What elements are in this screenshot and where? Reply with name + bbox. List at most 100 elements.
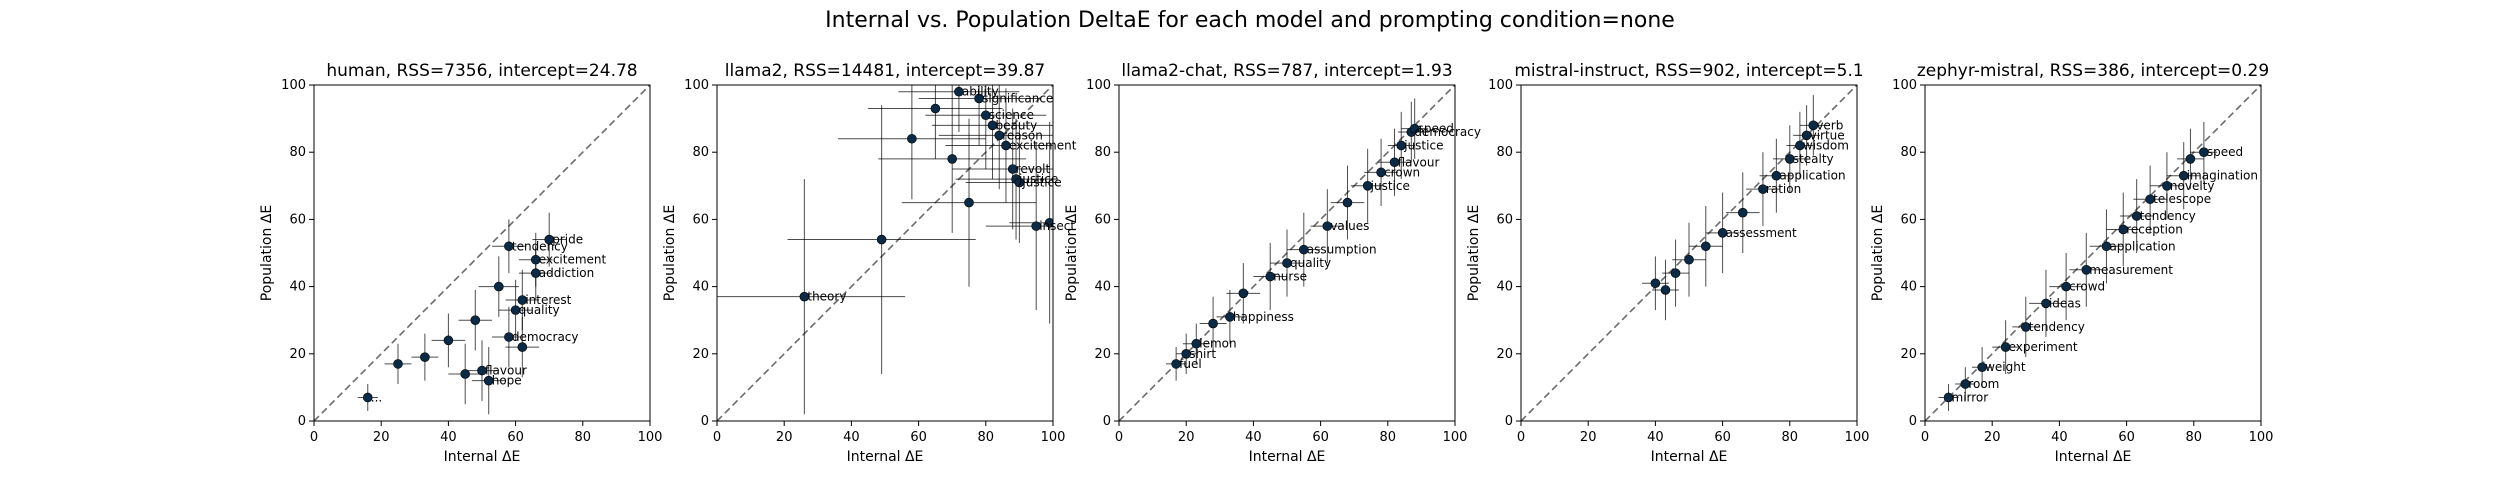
plot-area xyxy=(717,85,1053,421)
data-point xyxy=(2118,224,2129,235)
data-point xyxy=(1650,278,1661,289)
y-axis-label: Population ΔE xyxy=(1064,205,1080,301)
x-axis-label: Internal ΔE xyxy=(444,449,521,465)
data-point xyxy=(1801,130,1812,141)
data-point xyxy=(1208,318,1218,329)
point-label: tendency xyxy=(2029,320,2085,334)
point-label: room xyxy=(1968,377,1999,391)
point-label: science xyxy=(989,108,1034,122)
y-axis-label: Population ΔE xyxy=(662,205,678,301)
plot-area xyxy=(314,85,650,421)
data-point xyxy=(504,241,514,252)
point-label: theory xyxy=(807,290,846,304)
y-tick-label: 0 xyxy=(298,414,306,429)
panel-title: zephyr-mistral, RSS=386, intercept=0.29 xyxy=(1917,61,2269,81)
data-point xyxy=(1191,338,1202,349)
point-label: addiction xyxy=(539,266,595,280)
y-tick-label: 80 xyxy=(1496,145,1513,160)
data-point xyxy=(477,365,487,376)
data-point xyxy=(947,154,958,164)
data-point xyxy=(1795,140,1805,151)
axes-frame xyxy=(716,84,1054,422)
x-tick-label: 0 xyxy=(310,430,318,445)
y-tick-label: 100 xyxy=(1488,78,1513,93)
figure-title: Internal vs. Population DeltaE for each … xyxy=(825,8,1675,33)
point-label: crown xyxy=(1384,165,1420,179)
point-label: justice xyxy=(1370,179,1410,193)
y-axis-label: Population ΔE xyxy=(1466,205,1482,301)
x-tick-label: 0 xyxy=(1517,430,1525,445)
x-tick-label: 0 xyxy=(1921,430,1929,445)
data-point xyxy=(2199,147,2209,157)
data-point xyxy=(1376,167,1386,178)
x-tick-label: 20 xyxy=(1580,430,1597,445)
y-tick-label: 40 xyxy=(289,280,306,295)
data-point xyxy=(876,234,887,245)
x-tick-label: 60 xyxy=(2118,430,2135,445)
point-label: application xyxy=(1779,169,1845,183)
point-label: application xyxy=(2109,239,2175,253)
plot-area xyxy=(1521,85,1857,421)
y-tick-label: 100 xyxy=(684,78,709,93)
point-label: excitement xyxy=(1009,138,1077,152)
x-tick-label: 60 xyxy=(910,430,927,445)
y-axis-label: Population ΔE xyxy=(259,205,275,301)
point-label: ideas xyxy=(2049,296,2081,310)
point-label: flavour xyxy=(485,364,527,378)
data-point xyxy=(954,86,964,97)
data-point xyxy=(1389,157,1400,168)
y-tick-label: 0 xyxy=(1103,414,1111,429)
data-point xyxy=(2021,322,2031,332)
data-point xyxy=(1238,288,1249,299)
data-point xyxy=(930,103,941,114)
x-tick-label: 20 xyxy=(1178,430,1195,445)
data-point xyxy=(1701,241,1711,252)
point-label: quality xyxy=(1290,256,1331,270)
y-tick-label: 60 xyxy=(289,212,306,227)
data-point xyxy=(1044,217,1053,228)
data-point xyxy=(530,254,541,265)
data-point xyxy=(517,295,528,305)
data-point xyxy=(1737,207,1748,218)
point-label: hope xyxy=(492,374,522,388)
point-label: democracy xyxy=(1414,125,1481,139)
data-point xyxy=(510,305,521,315)
data-point xyxy=(2145,194,2155,205)
y-tick-label: 80 xyxy=(289,145,306,160)
point-label: novelty xyxy=(2170,179,2215,193)
x-tick-label: 20 xyxy=(1984,430,2001,445)
panel-title: llama2-chat, RSS=787, intercept=1.93 xyxy=(1121,61,1452,81)
point-label: ... xyxy=(371,390,382,404)
data-point xyxy=(1717,228,1728,238)
point-label: assessment xyxy=(1726,226,1797,240)
data-point xyxy=(1265,271,1275,282)
x-tick-label: 40 xyxy=(1647,430,1664,445)
x-tick-label: 100 xyxy=(638,430,663,445)
y-tick-label: 40 xyxy=(1496,280,1513,295)
data-point xyxy=(2041,298,2051,309)
data-point xyxy=(2178,170,2189,181)
point-label: flavour xyxy=(1398,155,1440,169)
x-tick-label: 80 xyxy=(575,430,592,445)
data-point xyxy=(994,130,1005,141)
point-label: ration xyxy=(1766,182,1801,196)
x-tick-label: 60 xyxy=(507,430,524,445)
point-label: justice xyxy=(1021,175,1061,189)
panel-4: mistral-instruct, RSS=902, intercept=5.1… xyxy=(1466,61,1869,465)
data-point xyxy=(1943,392,1954,403)
data-point xyxy=(504,332,514,342)
data-point xyxy=(1977,362,1987,373)
panel-title: mistral-instruct, RSS=902, intercept=5.1 xyxy=(1514,61,1863,81)
axes-frame xyxy=(313,84,651,422)
panel-title: human, RSS=7356, intercept=24.78 xyxy=(326,61,637,81)
point-label: shirt xyxy=(1189,347,1216,361)
data-point xyxy=(1758,184,1768,194)
y-tick-label: 0 xyxy=(701,414,709,429)
point-label: democracy xyxy=(512,330,579,344)
data-point xyxy=(2000,342,2011,352)
plot-area xyxy=(1925,85,2261,421)
y-tick-label: 20 xyxy=(1094,347,1111,362)
x-tick-label: 80 xyxy=(1380,430,1397,445)
y-tick-label: 60 xyxy=(692,212,709,227)
data-point xyxy=(460,369,471,379)
